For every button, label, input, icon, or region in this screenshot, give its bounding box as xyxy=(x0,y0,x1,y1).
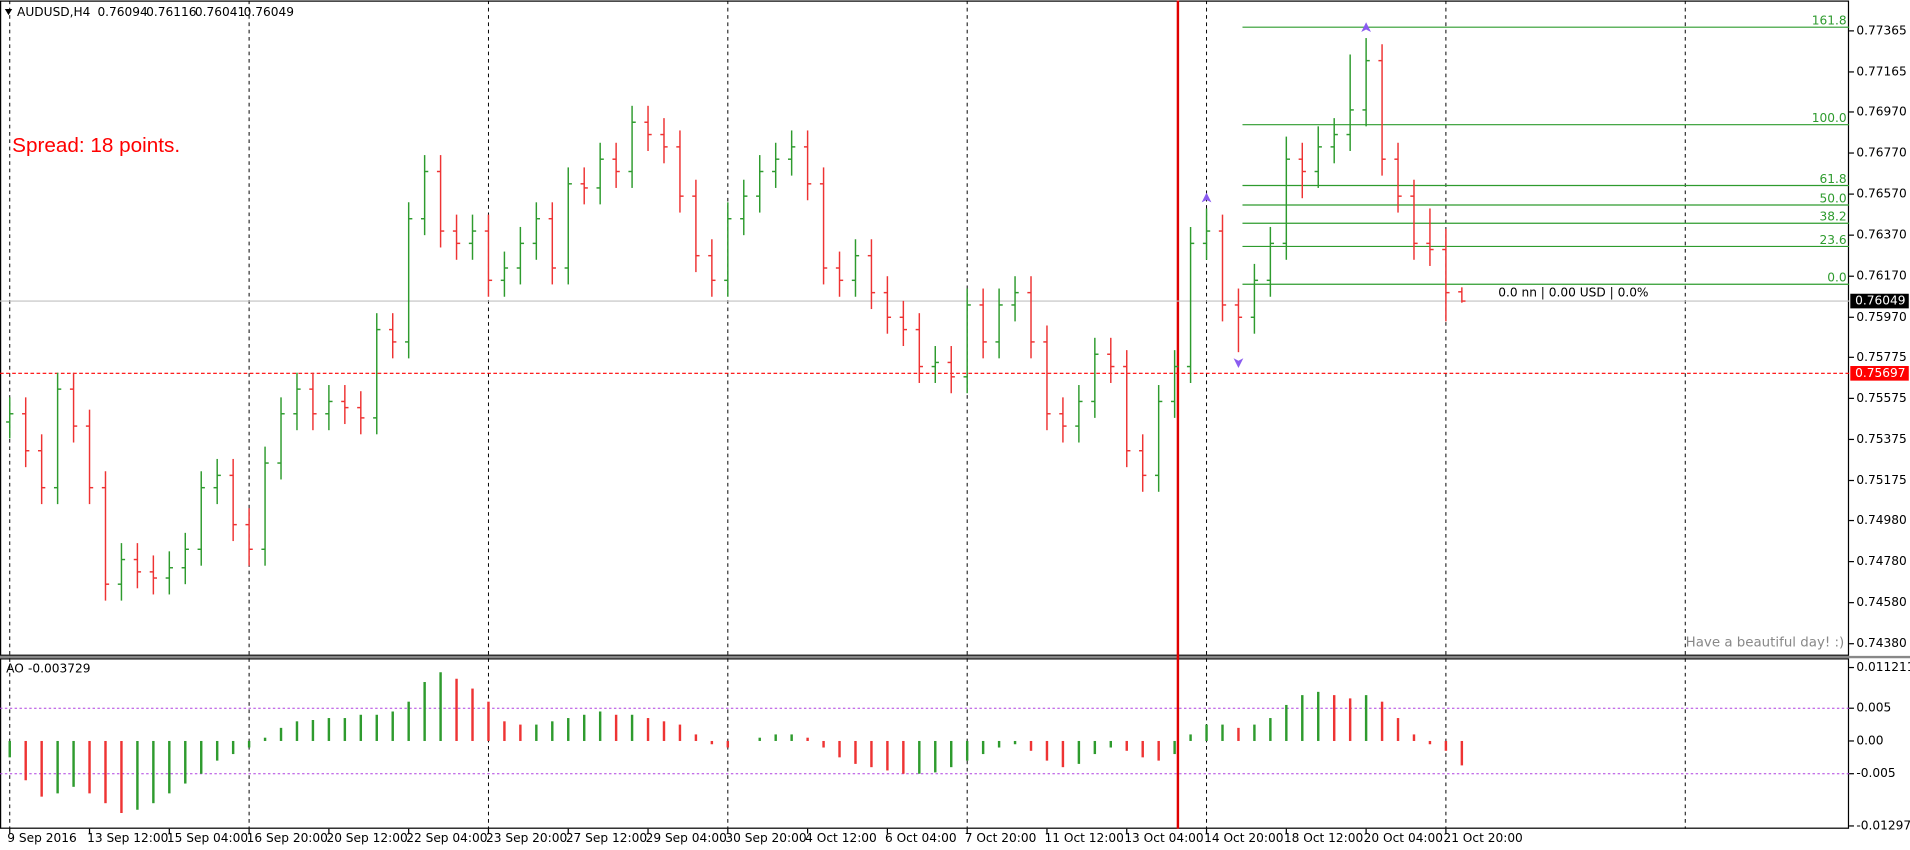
x-tick-label: 4 Oct 12:00 xyxy=(805,831,877,845)
symbol-label: AUDUSD,H4 xyxy=(17,5,91,19)
y-tick-label: 0.74980 xyxy=(1856,513,1906,527)
x-tick-label: 21 Oct 20:00 xyxy=(1443,831,1522,845)
ao-tick-label: -0.005 xyxy=(1856,766,1895,780)
x-tick-label: 20 Sep 12:00 xyxy=(326,831,407,845)
x-tick-label: 16 Sep 20:00 xyxy=(247,831,328,845)
spread-annotation: Spread: 18 points. xyxy=(12,134,180,157)
fib-label: 61.8 xyxy=(1820,172,1847,186)
x-tick-label: 27 Sep 12:00 xyxy=(566,831,647,845)
fractal-up xyxy=(1201,192,1212,203)
bid-price-label: 0.76049 xyxy=(1855,294,1905,308)
y-tick-label: 0.77165 xyxy=(1856,64,1906,78)
y-tick-label: 0.75575 xyxy=(1856,391,1906,405)
y-tick-label: 0.75970 xyxy=(1856,310,1906,324)
ao-tick-label: -0.012975 xyxy=(1856,818,1910,832)
ao-name: AO xyxy=(6,662,24,676)
symbol-menu-icon[interactable] xyxy=(4,9,13,16)
fib-label: 161.8 xyxy=(1812,14,1847,28)
x-tick-label: 15 Sep 04:00 xyxy=(167,831,248,845)
x-tick-label: 9 Sep 2016 xyxy=(7,831,76,845)
y-tick-label: 0.76770 xyxy=(1856,146,1906,160)
x-tick-label: 29 Sep 04:00 xyxy=(646,831,727,845)
header-high: 0.76116 xyxy=(146,5,196,19)
fib-label: 50.0 xyxy=(1820,191,1847,205)
x-tick-label: 7 Oct 20:00 xyxy=(965,831,1037,845)
y-tick-label: 0.76370 xyxy=(1856,228,1906,242)
y-tick-label: 0.77365 xyxy=(1856,23,1906,37)
header-low: 0.76041 xyxy=(195,5,245,19)
fib-label: 0.0 xyxy=(1827,271,1846,285)
price-line-label: 0.75697 xyxy=(1855,366,1905,380)
y-tick-label: 0.76170 xyxy=(1856,269,1906,283)
greeting-annotation: Have a beautiful day! :) xyxy=(1686,635,1845,650)
y-tick-label: 0.75175 xyxy=(1856,473,1906,487)
ao-panel-frame xyxy=(0,658,1850,829)
y-tick-label: 0.74780 xyxy=(1856,554,1906,568)
ruler-annotation: 0.0 nn | 0.00 USD | 0.0% xyxy=(1498,285,1648,299)
y-tick-label: 0.74380 xyxy=(1856,636,1906,650)
x-tick-label: 30 Sep 20:00 xyxy=(725,831,806,845)
x-tick-label: 13 Oct 04:00 xyxy=(1124,831,1203,845)
x-tick-label: 20 Oct 04:00 xyxy=(1364,831,1443,845)
text-layer: AUDUSD,H4 0.76094 0.76116 0.76041 0.7604… xyxy=(4,5,1910,845)
header-close: 0.76049 xyxy=(244,5,294,19)
fractal-down xyxy=(1233,358,1244,369)
grid-layer xyxy=(0,0,1854,834)
fib-label: 100.0 xyxy=(1812,111,1847,125)
y-tick-label: 0.75375 xyxy=(1856,432,1906,446)
x-tick-label: 22 Sep 04:00 xyxy=(406,831,487,845)
fractal-up xyxy=(1361,22,1371,32)
price-line-box xyxy=(1850,366,1909,381)
ao-tick-label: 0.005 xyxy=(1856,701,1891,715)
ao-value: -0.003729 xyxy=(28,662,90,676)
x-tick-label: 23 Sep 20:00 xyxy=(486,831,567,845)
x-tick-label: 13 Sep 12:00 xyxy=(87,831,168,845)
x-tick-label: 14 Oct 20:00 xyxy=(1204,831,1283,845)
bid-price-box xyxy=(1850,293,1909,309)
ao-tick-label: 0.00 xyxy=(1856,733,1883,747)
fib-label: 38.2 xyxy=(1820,210,1847,224)
ao-tick-label: 0.011211 xyxy=(1856,660,1910,674)
x-tick-label: 6 Oct 04:00 xyxy=(885,831,957,845)
marks-layer xyxy=(6,22,1466,814)
fib-label: 23.6 xyxy=(1820,233,1847,247)
main-panel-frame xyxy=(0,0,1850,656)
y-tick-label: 0.75775 xyxy=(1856,350,1906,364)
y-tick-label: 0.76970 xyxy=(1856,104,1906,118)
x-tick-label: 11 Oct 12:00 xyxy=(1045,831,1124,845)
y-tick-label: 0.76570 xyxy=(1856,187,1906,201)
header-open: 0.76094 xyxy=(97,5,148,19)
x-tick-label: 18 Oct 12:00 xyxy=(1284,831,1363,845)
y-tick-label: 0.74580 xyxy=(1856,595,1906,609)
